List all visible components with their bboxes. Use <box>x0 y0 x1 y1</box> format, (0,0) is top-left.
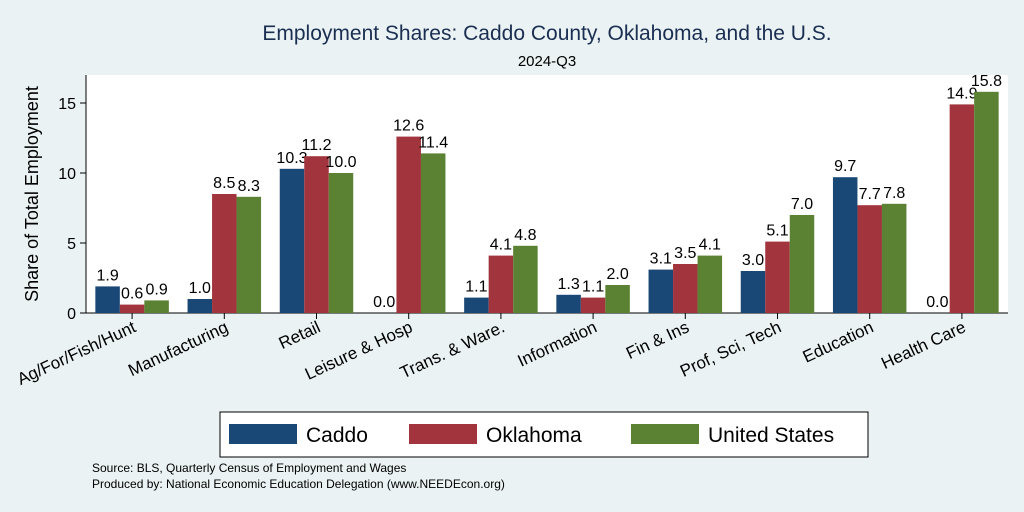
category-label: Ag/For/Fish/Hunt <box>14 317 139 389</box>
data-label-united-states: 4.1 <box>699 237 721 254</box>
data-label-oklahoma: 14.9 <box>946 85 977 102</box>
y-tick-label: 5 <box>67 236 76 253</box>
y-tick-label: 0 <box>67 306 76 323</box>
bar-oklahoma <box>673 264 698 313</box>
data-label-oklahoma: 0.6 <box>121 286 143 303</box>
bar-united-states <box>328 173 354 313</box>
bar-caddo <box>279 168 305 313</box>
bar-caddo <box>95 286 120 313</box>
bar-united-states <box>974 91 999 313</box>
category-label: Trans. & Ware. <box>397 317 507 382</box>
data-label-oklahoma: 4.1 <box>490 237 512 254</box>
data-label-oklahoma: 11.2 <box>302 137 332 154</box>
bar-oklahoma <box>857 205 882 313</box>
legend-swatch-oklahoma <box>409 424 477 444</box>
category-label: Education <box>800 317 877 366</box>
bar-oklahoma <box>580 297 606 313</box>
bar-caddo <box>187 299 213 313</box>
y-tick-label: 10 <box>58 166 76 183</box>
legend-swatch-caddo <box>229 424 297 444</box>
y-axis-label: Share of Total Employment <box>22 86 42 302</box>
data-label-caddo: 1.1 <box>465 279 487 296</box>
bar-united-states <box>789 215 815 313</box>
bar-caddo <box>648 269 674 313</box>
bar-oklahoma <box>488 255 514 313</box>
data-label-oklahoma: 8.5 <box>213 175 235 192</box>
data-label-caddo: 9.7 <box>834 158 856 175</box>
legend-label-oklahoma: Oklahoma <box>486 424 582 447</box>
legend-swatch-united-states <box>631 424 699 444</box>
category-label: Health Care <box>878 317 968 373</box>
data-label-oklahoma: 7.7 <box>859 186 881 203</box>
bar-oklahoma <box>396 136 421 313</box>
data-label-united-states: 11.4 <box>418 134 448 151</box>
data-label-oklahoma: 1.1 <box>582 279 604 296</box>
data-label-united-states: 15.8 <box>971 73 1002 90</box>
data-label-caddo: 0.0 <box>373 294 395 311</box>
legend-box <box>219 411 869 458</box>
bar-caddo <box>556 294 581 313</box>
bar-caddo <box>832 177 858 313</box>
legend-label-united-states: United States <box>708 424 834 447</box>
data-label-oklahoma: 5.1 <box>766 223 788 240</box>
category-label: Prof, Sci, Tech <box>677 317 784 380</box>
data-label-caddo: 1.3 <box>557 276 579 293</box>
bar-united-states <box>420 153 446 313</box>
bar-united-states <box>605 285 630 313</box>
data-label-caddo: 10.3 <box>276 150 307 167</box>
source-note: Source: BLS, Quarterly Census of Employm… <box>92 461 406 475</box>
category-label: Information <box>515 317 600 370</box>
data-label-united-states: 0.9 <box>145 281 167 298</box>
chart-subtitle: 2024-Q3 <box>518 53 576 70</box>
data-label-united-states: 7.0 <box>791 196 813 213</box>
data-label-caddo: 3.1 <box>650 251 672 268</box>
bar-oklahoma <box>212 194 237 313</box>
data-label-caddo: 3.0 <box>742 252 764 269</box>
data-label-caddo: 0.0 <box>926 294 948 311</box>
produced-by-note: Produced by: National Economic Education… <box>92 477 505 491</box>
data-label-united-states: 2.0 <box>606 266 628 283</box>
bar-united-states <box>236 196 262 313</box>
category-label: Fin & Ins <box>623 317 692 363</box>
category-label: Retail <box>276 317 323 353</box>
bar-oklahoma <box>765 241 790 313</box>
data-label-caddo: 1.9 <box>96 267 118 284</box>
legend-label-caddo: Caddo <box>306 424 368 447</box>
data-label-oklahoma: 3.5 <box>674 245 696 262</box>
bar-caddo <box>740 271 766 313</box>
data-label-caddo: 1.0 <box>189 280 211 297</box>
data-label-united-states: 4.8 <box>514 227 536 244</box>
bar-united-states <box>513 245 538 313</box>
bar-caddo <box>464 297 489 313</box>
bar-oklahoma <box>304 156 329 313</box>
bar-united-states <box>144 300 169 313</box>
bar-united-states <box>697 255 723 313</box>
data-label-united-states: 8.3 <box>238 178 260 195</box>
data-label-united-states: 7.8 <box>883 185 905 202</box>
bar-oklahoma <box>119 304 145 313</box>
bar-united-states <box>881 203 907 313</box>
bar-oklahoma <box>949 104 975 314</box>
y-tick-label: 15 <box>58 96 76 113</box>
category-label: Manufacturing <box>125 317 231 380</box>
data-label-oklahoma: 12.6 <box>393 118 424 135</box>
data-label-united-states: 10.0 <box>325 154 356 171</box>
chart-title: Employment Shares: Caddo County, Oklahom… <box>262 22 831 45</box>
